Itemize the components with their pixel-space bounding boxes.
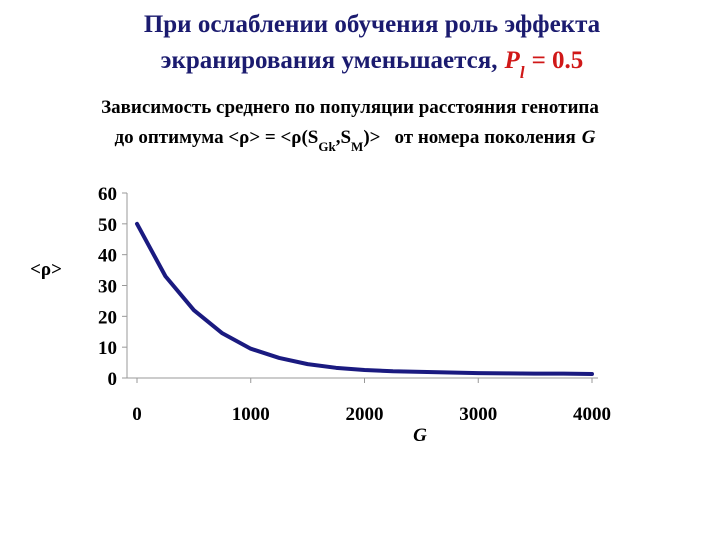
subtitle-text: G: [582, 127, 596, 148]
subtitle-line: до оптимума <ρ> = <ρ(SGk,SM)> от номера п…: [114, 127, 595, 154]
subtitle-line: Зависимость среднего по популяции рассто…: [101, 97, 599, 118]
x-tick-label: 0: [132, 404, 142, 425]
x-tick-label: 2000: [346, 404, 384, 425]
y-tick-label: 40: [98, 246, 117, 267]
title-text: экранирования уменьшается,: [161, 47, 498, 74]
x-tick-label: 4000: [573, 404, 611, 425]
x-tick-label: 1000: [232, 404, 270, 425]
title-param: P: [504, 47, 521, 74]
subtitle-text: от номера поколения: [394, 127, 575, 148]
subtitle-text: )>: [363, 127, 380, 148]
subtitle-text: ,S: [336, 127, 351, 148]
title-param-value: = 0.5: [532, 47, 584, 74]
y-tick-label: 10: [98, 338, 117, 359]
y-tick-label: 0: [108, 369, 118, 390]
y-tick-label: 50: [98, 215, 117, 236]
title-line: экранирования уменьшается, Pl = 0.5: [161, 47, 584, 82]
data-line: [135, 221, 594, 376]
title-line: При ослаблении обучения роль эффекта: [144, 11, 601, 38]
y-tick-label: 60: [98, 184, 117, 205]
x-axis-label: G: [413, 425, 427, 446]
y-tick-label: 20: [98, 307, 117, 328]
subtitle-sub: M: [351, 139, 363, 154]
title-param-sub: l: [520, 63, 525, 82]
y-axis-label: <ρ>: [30, 259, 62, 280]
x-tick-label: 3000: [459, 404, 497, 425]
y-tick-label: 30: [98, 277, 117, 298]
subtitle-text: до оптимума <ρ> = <ρ(S: [114, 127, 318, 148]
subtitle-sub: Gk: [318, 139, 336, 154]
